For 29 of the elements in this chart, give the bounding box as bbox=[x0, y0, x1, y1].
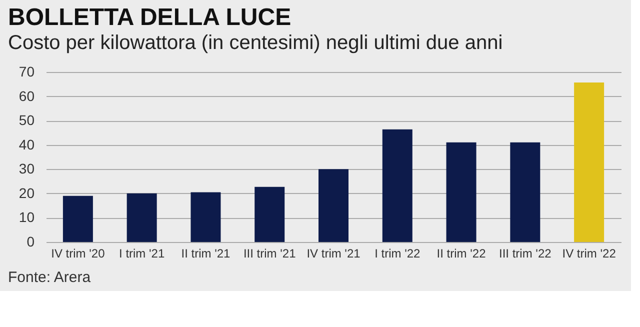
bar bbox=[190, 192, 221, 242]
bar bbox=[382, 129, 412, 242]
x-tick-label: III trim '22 bbox=[499, 246, 552, 260]
bar bbox=[254, 186, 285, 242]
y-tick-label: 40 bbox=[18, 136, 35, 152]
chart-title: BOLLETTA DELLA LUCE bbox=[8, 4, 292, 31]
x-tick-label: II trim '21 bbox=[181, 246, 231, 260]
y-tick-label: 60 bbox=[18, 88, 35, 104]
x-tick-label: IV trim '22 bbox=[562, 246, 616, 260]
y-tick-label: 70 bbox=[18, 64, 35, 80]
bar bbox=[126, 193, 157, 242]
y-tick-label: 10 bbox=[18, 209, 35, 226]
y-tick-label: 0 bbox=[26, 234, 35, 250]
x-tick-label: IV trim '20 bbox=[51, 246, 106, 260]
y-tick-label: 20 bbox=[18, 184, 35, 201]
x-tick-label: I trim '22 bbox=[374, 246, 421, 260]
y-tick-label: 50 bbox=[18, 112, 35, 128]
source-note: Fonte: Arera bbox=[8, 269, 92, 286]
bar bbox=[446, 142, 476, 242]
chart-subtitle: Costo per kilowattora (in centesimi) negli ultimi due anni bbox=[8, 32, 503, 54]
bar bbox=[318, 169, 348, 242]
x-tick-label: IV trim '21 bbox=[306, 246, 361, 260]
bar bbox=[574, 82, 604, 242]
bar bbox=[62, 196, 93, 242]
x-tick-label: III trim '21 bbox=[243, 246, 296, 260]
bar bbox=[510, 142, 540, 242]
x-tick-label: II trim '22 bbox=[436, 246, 486, 260]
x-tick-label: I trim '21 bbox=[119, 246, 165, 260]
y-tick-label: 30 bbox=[18, 160, 35, 177]
